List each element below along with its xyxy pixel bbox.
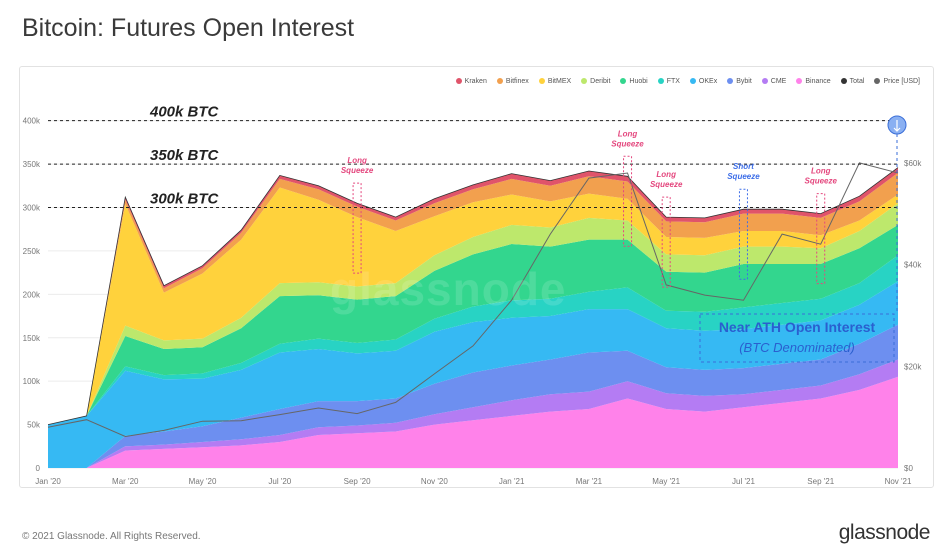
squeeze-label: Long bbox=[656, 170, 676, 179]
arrow-down-icon bbox=[893, 120, 901, 132]
legend-label: Price [USD] bbox=[883, 77, 920, 85]
ath-callout-box bbox=[699, 313, 895, 363]
area-bybit bbox=[48, 324, 898, 468]
glassnode-logo: glassnode bbox=[838, 521, 931, 544]
area-binance bbox=[48, 376, 898, 468]
squeeze-marker bbox=[661, 196, 671, 288]
legend-item-cme[interactable]: CME bbox=[761, 74, 787, 88]
squeeze-label: Short bbox=[733, 162, 754, 171]
legend-dot bbox=[581, 78, 588, 84]
legend-dot bbox=[496, 78, 503, 84]
squeeze-label: Squeeze bbox=[341, 166, 374, 175]
x-tick-label: Nov '20 bbox=[421, 477, 448, 486]
legend-item-bitfinex[interactable]: Bitfinex bbox=[496, 74, 529, 88]
area-cme bbox=[48, 359, 898, 468]
y2-tick-label: $20k bbox=[904, 362, 922, 371]
area-huobi bbox=[48, 224, 898, 425]
squeeze-marker bbox=[352, 182, 362, 274]
x-tick-label: Jul '21 bbox=[732, 477, 755, 486]
legend-dot bbox=[455, 78, 462, 84]
x-tick-label: Jan '20 bbox=[35, 477, 61, 486]
y-tick-label: 100k bbox=[23, 377, 41, 386]
legend-label: Total bbox=[849, 77, 865, 85]
ath-callout-title: Near ATH Open Interest bbox=[719, 319, 876, 335]
legend-label: Binance bbox=[805, 77, 831, 85]
squeeze-marker bbox=[738, 188, 748, 280]
legend-dot bbox=[538, 78, 545, 84]
y-tick-label: 350k bbox=[23, 160, 41, 169]
squeeze-label: Long bbox=[347, 156, 367, 165]
legend-item-bybit[interactable]: Bybit bbox=[727, 74, 752, 88]
legend-item-ftx[interactable]: FTX bbox=[657, 74, 680, 88]
squeeze-label: Squeeze bbox=[804, 177, 837, 186]
squeeze-label: Squeeze bbox=[727, 172, 760, 181]
x-tick-label: Mar '20 bbox=[112, 477, 139, 486]
x-tick-label: May '20 bbox=[189, 477, 217, 486]
legend-item-binance[interactable]: Binance bbox=[796, 74, 831, 88]
chart-legend: Kraken Bitfinex BitMEX Deribit Huobi FTX OKEx B… bbox=[370, 74, 920, 88]
legend-label: Huobi bbox=[629, 77, 648, 85]
y2-tick-label: $40k bbox=[904, 261, 922, 270]
area-bitfinex bbox=[48, 172, 898, 425]
reference-line-label: 400k BTC bbox=[149, 104, 220, 121]
legend-label: Kraken bbox=[464, 77, 487, 85]
legend-dot bbox=[874, 78, 881, 84]
x-tick-label: Sep '20 bbox=[344, 477, 371, 486]
x-tick-label: Jul '20 bbox=[268, 477, 291, 486]
reference-line-label: 350k BTC bbox=[150, 147, 220, 164]
x-tick-label: May '21 bbox=[652, 477, 680, 486]
legend-label: Deribit bbox=[590, 77, 611, 85]
legend-item-bitmex[interactable]: BitMEX bbox=[538, 74, 572, 88]
legend-label: BitMEX bbox=[547, 77, 572, 85]
legend-item-price-usd[interactable]: Price [USD] bbox=[874, 74, 920, 88]
legend-item-okex[interactable]: OKEx bbox=[689, 74, 718, 88]
squeeze-label: Long bbox=[811, 167, 831, 176]
y-tick-label: 400k bbox=[23, 117, 41, 126]
squeeze-label: Squeeze bbox=[611, 139, 644, 148]
squeeze-marker bbox=[816, 193, 826, 285]
legend-item-deribit[interactable]: Deribit bbox=[581, 74, 610, 88]
x-tick-label: Jan '21 bbox=[499, 477, 525, 486]
y2-tick-label: $0 bbox=[904, 464, 913, 473]
area-deribit bbox=[48, 203, 898, 425]
reference-line-label: 300k BTC bbox=[150, 191, 220, 208]
page-title: Bitcoin: Futures Open Interest bbox=[22, 14, 355, 42]
y-tick-label: 200k bbox=[23, 290, 41, 299]
x-tick-label: Nov '21 bbox=[885, 477, 912, 486]
legend-label: OKEx bbox=[698, 77, 718, 85]
y2-tick-label: $60k bbox=[904, 159, 922, 168]
legend-label: FTX bbox=[666, 77, 680, 85]
y-tick-label: 250k bbox=[23, 247, 41, 256]
legend-dot bbox=[727, 78, 734, 84]
price-line bbox=[47, 162, 899, 438]
squeeze-label: Long bbox=[618, 129, 638, 138]
x-tick-label: Mar '21 bbox=[576, 477, 603, 486]
copyright-text: © 2021 Glassnode. All Rights Reserved. bbox=[22, 531, 201, 542]
total-line bbox=[47, 167, 899, 425]
y-tick-label: 0 bbox=[36, 464, 41, 473]
legend-label: CME bbox=[770, 77, 787, 85]
legend-item-huobi[interactable]: Huobi bbox=[620, 74, 648, 88]
legend-dot bbox=[620, 78, 627, 84]
legend-item-kraken[interactable]: Kraken bbox=[455, 74, 487, 88]
y-tick-label: 150k bbox=[23, 334, 41, 343]
y-tick-label: 300k bbox=[23, 204, 41, 213]
area-bitmex bbox=[48, 187, 898, 425]
legend-dot bbox=[657, 78, 664, 84]
legend-dot bbox=[761, 78, 768, 84]
legend-label: Bitfinex bbox=[505, 77, 529, 85]
legend-dot bbox=[796, 78, 803, 84]
legend-item-total[interactable]: Total bbox=[840, 74, 865, 88]
x-tick-label: Sep '21 bbox=[807, 477, 834, 486]
legend-dot bbox=[689, 78, 696, 84]
legend-label: Bybit bbox=[736, 77, 752, 85]
y-tick-label: 50k bbox=[27, 421, 41, 430]
squeeze-marker bbox=[623, 155, 633, 247]
watermark: glassnode bbox=[330, 263, 567, 315]
ath-callout-subtitle: (BTC Denominated) bbox=[739, 340, 855, 355]
squeeze-label: Squeeze bbox=[650, 180, 683, 189]
legend-dot bbox=[840, 78, 847, 84]
